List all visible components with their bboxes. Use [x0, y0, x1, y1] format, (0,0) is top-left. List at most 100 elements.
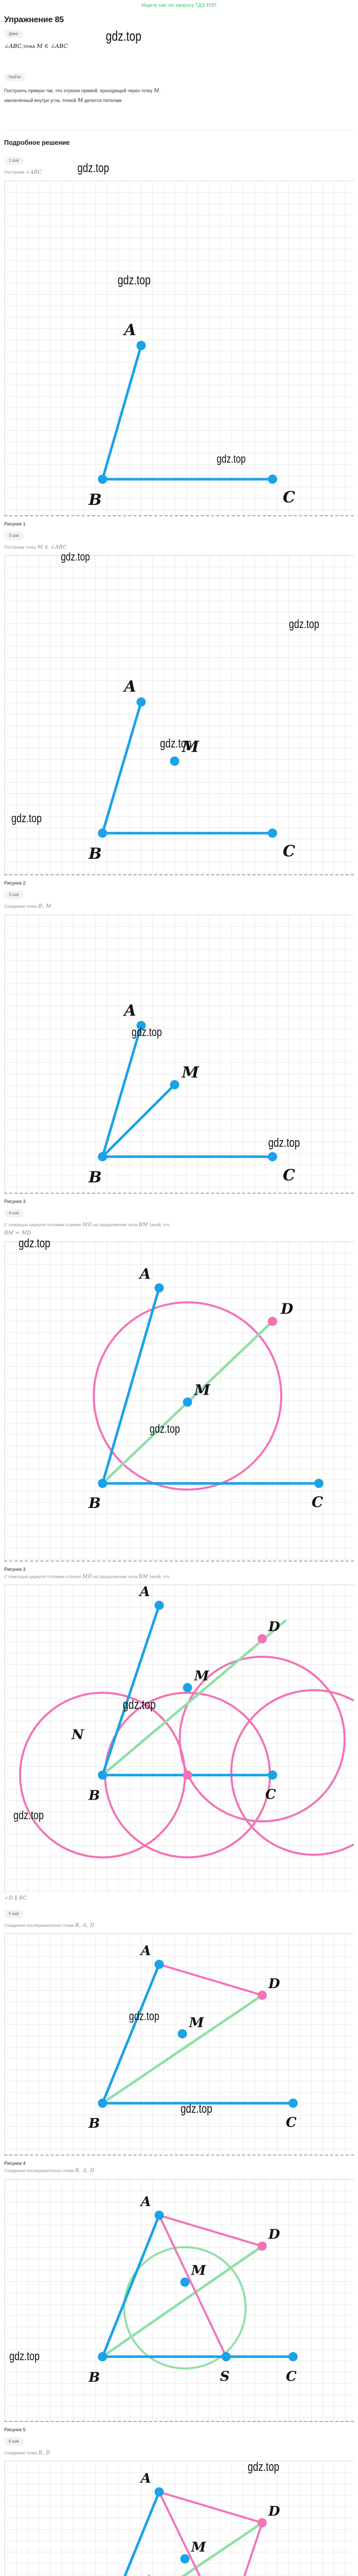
- figure-1-caption: Рисунок 1: [4, 521, 358, 527]
- step-5-math: B, A, D: [75, 1922, 94, 1928]
- figure-7-caption: Рисунок 5: [4, 2427, 358, 2432]
- watermark: gdz.top: [106, 28, 142, 44]
- step-4-text: С помощью циркуля отложим отрезок MD на …: [4, 1221, 345, 1238]
- fig3-label-B: B: [88, 1168, 102, 1187]
- step-5b-before: Соединим последовательно точки: [4, 2168, 74, 2173]
- fig8-label-M: M: [190, 2540, 206, 2555]
- step-4-math-2: BM: [138, 1222, 148, 1228]
- step-1-math: ∠ABC: [25, 170, 42, 175]
- step-6-text-before: Соединим точки: [4, 2450, 37, 2455]
- figure-4-caption: Рисунок 3: [4, 1567, 358, 1572]
- step-5b-math: B, A, D: [75, 2168, 94, 2174]
- given-in: ∈: [44, 43, 49, 49]
- promo-banner: Ищите нас по запросу ГДЗ ТОП: [141, 3, 217, 8]
- note-1-mid: на продолжении луча: [93, 1573, 138, 1579]
- fig6-label-C: C: [286, 2115, 297, 2130]
- step-2-math: M ∈ ∠ABC: [37, 544, 67, 550]
- section-heading-solution: Подробное решение: [4, 139, 70, 146]
- fig5-label-C: C: [265, 1787, 276, 1802]
- figure-6-caption-text: Рисунок 4: [4, 2161, 26, 2166]
- figure-4-separator: [4, 1560, 354, 1562]
- figure-2-caption-text: Рисунок 2: [4, 880, 26, 886]
- figure-4-construction: A B C M D: [4, 1241, 354, 1561]
- figure-6-separator: [4, 2155, 354, 2156]
- step-6-math: B, D: [38, 2450, 51, 2456]
- fig2-label-B: B: [88, 845, 102, 863]
- fig8-label-A: A: [139, 2471, 151, 2486]
- step-2-text-before: Построим точку: [4, 544, 37, 550]
- note-text-1: С помощью циркуля отложим отрезок MD на …: [4, 1573, 345, 1582]
- fig5-label-B: B: [88, 1788, 100, 1803]
- badge-step-1: 1 шаг: [4, 157, 24, 165]
- note-text-2: ∠D ∥ BC: [4, 1894, 345, 1903]
- fig6-label-D: D: [268, 1976, 280, 1992]
- fig3-label-A: A: [123, 1002, 136, 1020]
- note-1-body: С помощью циркуля отложим отрезок: [4, 1573, 82, 1579]
- fig1-label-A: A: [123, 321, 136, 339]
- fig6-label-M: M: [188, 2015, 204, 2031]
- divider: [4, 130, 354, 131]
- step-2-text: Построим точку M ∈ ∠ABC: [4, 544, 345, 552]
- fig4-label-B: B: [88, 1495, 101, 1512]
- fig4-label-D: D: [280, 1300, 294, 1317]
- figure-2-caption: Рисунок 2: [4, 880, 358, 886]
- fig7-label-A: A: [139, 2194, 151, 2209]
- badge-find: Найти: [4, 73, 25, 81]
- figure-4-caption-text: Рисунок 3: [4, 1566, 26, 1572]
- fig5-label-M: M: [193, 1669, 209, 1684]
- fig1-label-C: C: [283, 488, 295, 506]
- fig1-label-B: B: [88, 491, 102, 509]
- step-3-text-before: Соединим точки: [4, 904, 37, 909]
- given-statement: ∠ABC,точка M ∈ ∠ABC: [4, 43, 358, 49]
- find-point-m2: M: [77, 98, 84, 104]
- fig2-label-M: M: [181, 738, 199, 756]
- fig7-label-M: M: [190, 2263, 206, 2278]
- fig8-label-D: D: [268, 2504, 280, 2519]
- given-angle2: ∠ABC: [50, 43, 68, 49]
- page-title: Упражнение 85: [4, 15, 64, 24]
- step-1-text-before: Построим: [4, 170, 25, 175]
- badge-step-5: 5 шаг: [4, 1909, 24, 1918]
- step-4-text-after: такой, что: [149, 1222, 170, 1227]
- badge-step-2: 2 шаг: [4, 531, 24, 540]
- step-4-text-before: С помощью циркуля отложим отрезок: [4, 1222, 82, 1227]
- fig6-label-A: A: [139, 1943, 151, 1959]
- figure-3-caption-text: Рисунок 3: [4, 1198, 26, 1204]
- badge-step-6: 6 шаг: [4, 2437, 24, 2446]
- fig6-label-B: B: [88, 2116, 100, 2131]
- figure-3-caption: Рисунок 3: [4, 1199, 358, 1204]
- fig3-label-M: M: [181, 1063, 199, 1081]
- fig2-label-A: A: [123, 678, 136, 696]
- figure-1: A B C: [4, 180, 354, 515]
- fig5-label-A: A: [138, 1585, 150, 1600]
- figure-2-separator: [4, 874, 354, 875]
- find-text-2: заключённый внутри угла, точкой: [4, 98, 76, 103]
- fig3-label-C: C: [283, 1166, 295, 1184]
- fig5-label-N: N: [71, 1727, 85, 1743]
- given-word-point: точка: [23, 44, 35, 49]
- step-3-math: B, M: [38, 904, 52, 909]
- step-1-text: Построим ∠ABC: [4, 168, 345, 177]
- given-comma: ,: [21, 43, 23, 49]
- note-1-math2: BM: [138, 1573, 148, 1580]
- badge-step-4: 4 шаг: [4, 1209, 24, 1217]
- find-point-m1: M: [154, 88, 159, 94]
- note-2-math: ∠D ∥ BC: [4, 1895, 27, 1901]
- figure-5-compass-circles: A B C M D N: [4, 1584, 354, 1893]
- figure-3: A B C M: [4, 914, 354, 1193]
- fig4-label-C: C: [312, 1494, 323, 1511]
- fig4-label-A: A: [138, 1265, 151, 1282]
- find-text-1: Построить прямую так, что отрезок прямой…: [4, 88, 153, 93]
- given-point: M: [37, 43, 43, 49]
- figure-1-separator: [4, 515, 354, 516]
- badge-given: Дано: [4, 30, 23, 38]
- note-1-after: такой, что: [149, 1573, 170, 1579]
- step-4-math-1: MD: [82, 1222, 92, 1228]
- figure-7-with-circle: A B C M D S: [4, 2178, 354, 2421]
- find-comma: ,: [159, 88, 161, 93]
- given-angle: ∠ABC: [4, 43, 22, 49]
- step-4-math-3: BM = MD: [4, 1230, 31, 1236]
- find-statement: Построить прямую так, что отрезок прямой…: [4, 86, 334, 106]
- step-5-text-before: Соединим последовательно точки: [4, 1922, 74, 1928]
